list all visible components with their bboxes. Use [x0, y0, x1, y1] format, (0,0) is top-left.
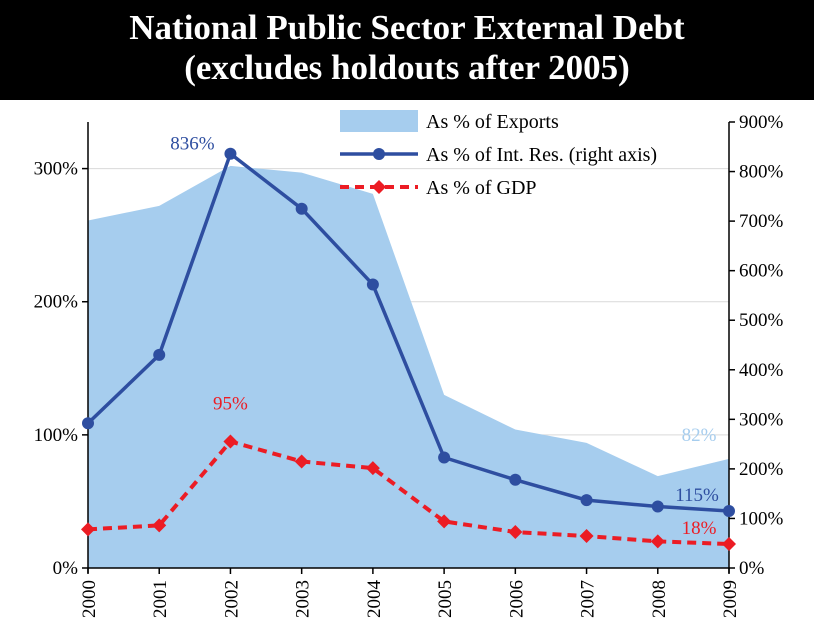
- legend-label-gdp: As % of GDP: [426, 177, 537, 199]
- series-gdp-line: [87, 439, 730, 547]
- left-tick-label-3: 300%: [34, 159, 79, 180]
- series-reserves-line: [86, 150, 730, 513]
- right-tick-label-4: 400%: [739, 360, 784, 381]
- x-tick-label-7: 2007: [578, 580, 599, 618]
- gdp-marker-5: [437, 514, 452, 529]
- legend-marker-reserves: [373, 148, 385, 160]
- gdp-marker-1: [152, 518, 167, 533]
- gdp-marker-4: [365, 461, 380, 476]
- gdp-marker-9: [722, 537, 736, 552]
- reserves-marker-4: [366, 278, 379, 291]
- reserves-marker-7: [580, 494, 593, 507]
- left-tick-label-1: 100%: [34, 425, 79, 446]
- right-tick-label-6: 600%: [739, 261, 784, 282]
- right-tick-label-8: 800%: [739, 162, 784, 183]
- right-tick-label-2: 200%: [739, 459, 784, 480]
- data-label-0: 836%: [170, 134, 215, 155]
- x-tick-label-4: 2004: [364, 580, 385, 619]
- reserves-marker-3: [295, 202, 308, 215]
- right-tick-label-9: 900%: [739, 112, 784, 133]
- legend: As % of Exports As % of Int. Res. (right …: [340, 110, 657, 199]
- gdp-marker-8: [650, 534, 665, 549]
- chart-title-line2: (excludes holdouts after 2005): [184, 48, 630, 87]
- right-tick-label-1: 100%: [739, 508, 784, 529]
- legend-marker-gdp: [372, 180, 386, 194]
- data-label-3: 115%: [675, 485, 719, 506]
- x-tick-label-6: 2006: [506, 580, 527, 618]
- reserves-marker-8: [651, 500, 664, 513]
- x-tick-label-0: 2000: [79, 580, 100, 618]
- x-tick-label-2: 2002: [221, 580, 242, 618]
- legend-label-exports: As % of Exports: [426, 111, 559, 133]
- right-tick-label-0: 0%: [739, 558, 765, 579]
- gdp-marker-7: [579, 529, 594, 544]
- reserves-marker-0: [82, 417, 94, 430]
- gdp-marker-2: [223, 434, 238, 449]
- reserves-marker-5: [438, 451, 451, 464]
- chart-title-line1: National Public Sector External Debt: [129, 8, 685, 47]
- chart-title: National Public Sector External Debt (ex…: [0, 0, 814, 100]
- x-tick-label-3: 2003: [293, 580, 314, 618]
- gdp-marker-0: [81, 522, 95, 537]
- right-tick-label-7: 700%: [739, 211, 784, 232]
- gdp-marker-3: [294, 454, 309, 469]
- data-label-2: 82%: [682, 425, 717, 446]
- legend-label-reserves: As % of Int. Res. (right axis): [426, 144, 657, 166]
- legend-swatch-exports: [340, 110, 418, 132]
- data-label-1: 95%: [213, 394, 248, 415]
- left-tick-label-2: 200%: [34, 292, 79, 313]
- right-tick-label-5: 500%: [739, 310, 784, 331]
- reserves-marker-9: [723, 505, 735, 518]
- x-tick-label-1: 2001: [150, 580, 171, 618]
- gdp-marker-6: [508, 525, 523, 540]
- x-tick-label-9: 2009: [720, 580, 741, 618]
- reserves-marker-2: [224, 147, 237, 160]
- reserves-marker-6: [509, 473, 522, 486]
- left-tick-label-0: 0%: [53, 558, 79, 579]
- data-label-4: 18%: [682, 518, 717, 539]
- right-tick-label-3: 300%: [739, 409, 784, 430]
- x-tick-label-5: 2005: [435, 580, 456, 618]
- reserves-marker-1: [153, 348, 166, 361]
- x-tick-label-8: 2008: [649, 580, 670, 618]
